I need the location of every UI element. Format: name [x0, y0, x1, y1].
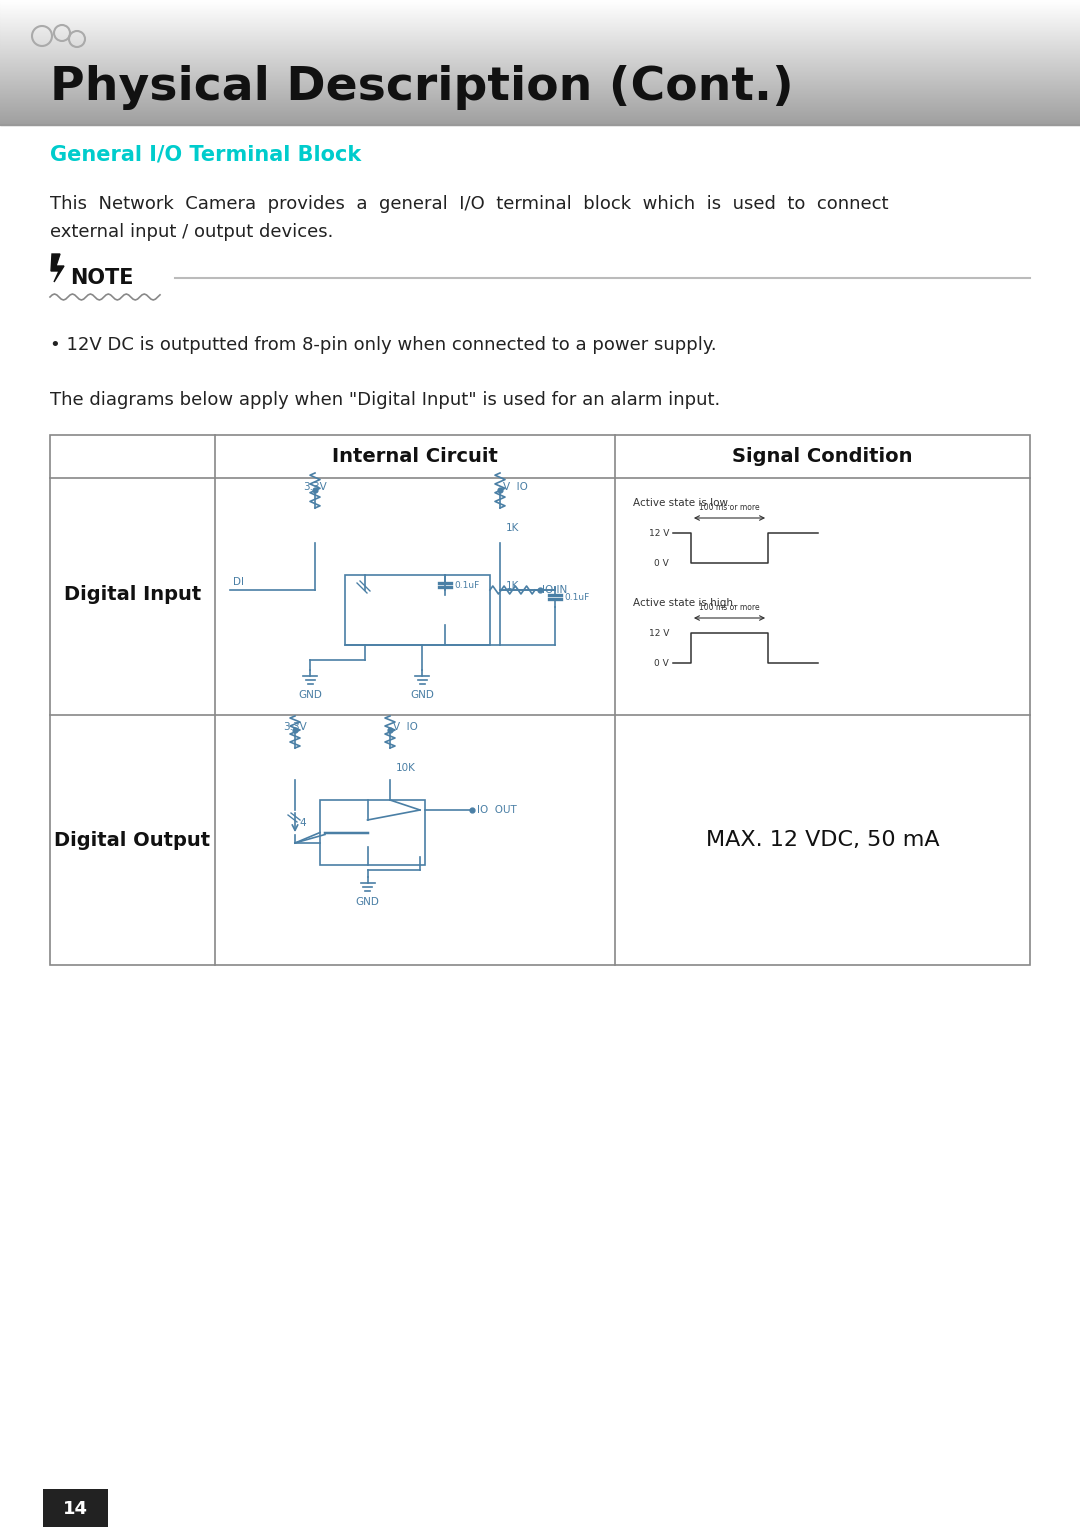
Text: The diagrams below apply when "Digital Input" is used for an alarm input.: The diagrams below apply when "Digital I… [50, 391, 720, 409]
Text: 1K: 1K [505, 580, 519, 591]
Text: Active state is high.: Active state is high. [633, 599, 737, 608]
Text: Internal Circuit: Internal Circuit [332, 446, 498, 466]
Text: MAX. 12 VDC, 50 mA: MAX. 12 VDC, 50 mA [705, 831, 940, 851]
Text: 100 ms or more: 100 ms or more [699, 502, 760, 512]
Text: GND: GND [410, 690, 434, 699]
Text: GND: GND [355, 896, 379, 907]
Text: 1K: 1K [507, 524, 519, 533]
Bar [0, 0, 1080, 125]
Bar [345, 576, 490, 644]
Text: external input / output devices.: external input / output devices. [50, 223, 334, 241]
Text: 3.3V: 3.3V [283, 722, 307, 731]
Text: Active state is low.: Active state is low. [633, 498, 730, 508]
Text: • 12V DC is outputted from 8-pin only when connected to a power supply.: • 12V DC is outputted from 8-pin only wh… [50, 336, 717, 354]
Text: V  IO: V IO [393, 722, 418, 731]
Text: Signal Condition: Signal Condition [732, 446, 913, 466]
Text: 0.1uF: 0.1uF [564, 592, 590, 602]
Text: V  IO: V IO [503, 483, 528, 492]
Text: 100 ms or more: 100 ms or more [699, 603, 760, 612]
Bar [320, 800, 426, 864]
Bar [50, 435, 1030, 965]
Text: Digital Input: Digital Input [64, 585, 201, 605]
Text: This  Network  Camera  provides  a  general  I/O  terminal  block  which  is  us: This Network Camera provides a general I… [50, 195, 889, 212]
Text: GND: GND [298, 690, 322, 699]
Text: 12 V: 12 V [649, 629, 669, 637]
Text: 10K: 10K [396, 764, 416, 773]
Bar [43, 1489, 108, 1527]
Text: 12 V: 12 V [649, 528, 669, 538]
Polygon shape [51, 253, 64, 282]
Text: General I/O Terminal Block: General I/O Terminal Block [50, 145, 361, 165]
Text: 0 V: 0 V [654, 658, 669, 667]
Text: 3.3V: 3.3V [303, 483, 327, 492]
Text: 14: 14 [63, 1500, 87, 1518]
Text: NOTE: NOTE [70, 269, 134, 289]
Text: 0 V: 0 V [654, 559, 669, 568]
Text: IO IN: IO IN [542, 585, 567, 596]
Text: IO  OUT: IO OUT [477, 805, 516, 815]
Text: 0.1uF: 0.1uF [454, 580, 480, 589]
Text: 4: 4 [299, 817, 306, 828]
Text: DI: DI [233, 577, 244, 586]
Text: Physical Description (Cont.): Physical Description (Cont.) [50, 66, 794, 110]
Text: Digital Output: Digital Output [54, 831, 211, 849]
